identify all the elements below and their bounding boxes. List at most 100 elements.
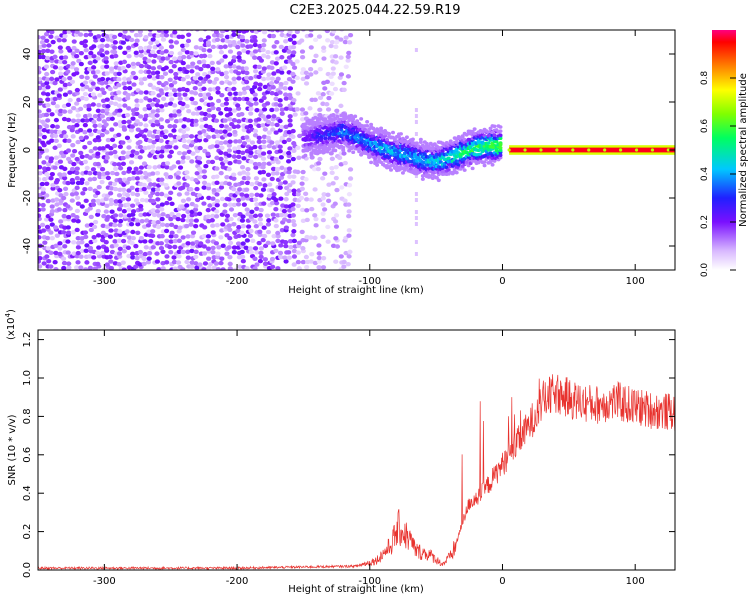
heatmap-cell: [337, 155, 343, 161]
heatmap-cell: [138, 53, 144, 58]
heatmap-cell: [49, 138, 55, 143]
heatmap-cell: [279, 70, 285, 75]
heatmap-cell: [92, 224, 98, 230]
heatmap-cell: [142, 76, 148, 82]
heatmap-cell: [199, 124, 205, 129]
heatmap-cell: [239, 180, 245, 186]
heatmap-cell: [291, 248, 297, 254]
heatmap-cell: [321, 45, 327, 50]
heatmap-cell: [87, 206, 93, 211]
heatmap-cell: [240, 43, 246, 48]
heatmap-cell: [143, 232, 149, 237]
heatmap-cell: [109, 127, 115, 132]
heatmap-cell: [169, 201, 175, 207]
heatmap-cell: [62, 175, 68, 181]
track-cell: [438, 160, 443, 164]
heatmap-cell: [316, 265, 322, 270]
heatmap-cell: [54, 77, 60, 82]
heatmap-cell: [414, 210, 418, 214]
heatmap-cell: [176, 192, 182, 197]
heatmap-cell: [231, 124, 237, 130]
heatmap-cell: [313, 112, 319, 118]
heatmap-cell: [198, 37, 204, 43]
heatmap-cell: [67, 90, 73, 95]
heatmap-cell: [185, 209, 191, 214]
heatmap-cell: [256, 149, 262, 154]
track-cell: [472, 127, 477, 131]
heatmap-cell: [182, 92, 188, 97]
heatmap-cell: [158, 241, 164, 246]
heatmap-cell: [108, 191, 114, 196]
heatmap-cell: [91, 176, 98, 182]
heatmap-cell: [252, 266, 258, 270]
bottom-y-tick-label: 0.8: [22, 408, 33, 424]
heatmap-cell: [141, 161, 148, 166]
heatmap-cell: [130, 191, 136, 197]
heatmap-cell: [138, 90, 144, 95]
heatmap-cell: [332, 54, 339, 59]
heatmap-cell: [163, 102, 169, 108]
heatmap-cell: [188, 134, 195, 139]
heatmap-cell: [222, 118, 228, 123]
heatmap-cell: [169, 211, 175, 217]
heatmap-cell: [65, 117, 72, 123]
heatmap-cell: [273, 156, 279, 162]
heatmap-cell: [152, 53, 158, 59]
heatmap-cell: [75, 139, 81, 145]
heatmap-cell: [226, 223, 232, 228]
heatmap-cell: [109, 249, 116, 255]
heatmap-cell: [240, 59, 247, 65]
heatmap-cell: [45, 48, 51, 54]
heatmap-cell: [84, 243, 90, 248]
heatmap-cell: [313, 216, 319, 222]
heatmap-cell: [137, 32, 143, 38]
heatmap-cell: [172, 266, 178, 270]
heatmap-cell: [260, 169, 267, 175]
heatmap-cell: [78, 265, 84, 270]
heatmap-cell: [184, 87, 190, 93]
heatmap-cell: [87, 60, 93, 66]
heatmap-cell: [205, 234, 212, 239]
heatmap-cell: [92, 59, 98, 64]
heatmap-cell: [49, 171, 55, 177]
heatmap-cell: [104, 155, 110, 160]
heatmap-cell: [321, 192, 327, 197]
heatmap-cell: [283, 240, 289, 245]
heatmap-cell: [160, 249, 166, 254]
heatmap-cell: [184, 259, 190, 265]
heatmap-cell: [146, 69, 152, 75]
heatmap-cell: [65, 156, 72, 162]
heatmap-cell: [202, 148, 208, 154]
heatmap-cell: [220, 222, 226, 227]
heatmap-cell: [152, 45, 158, 50]
heatmap-cell: [277, 98, 283, 103]
track-cell: [492, 133, 497, 137]
heatmap-cell: [304, 208, 310, 213]
heatmap-cell: [283, 106, 290, 111]
heatmap-cell: [236, 30, 242, 34]
heatmap-cell: [133, 166, 139, 172]
track-cell: [446, 156, 451, 161]
heatmap-cell: [180, 185, 186, 190]
heatmap-cell: [207, 87, 213, 92]
heatmap-cell: [244, 207, 250, 212]
heatmap-cell: [252, 219, 258, 224]
heatmap-cell: [197, 262, 203, 267]
heatmap-cell: [219, 123, 225, 129]
heatmap-cell: [279, 124, 285, 130]
heatmap-cell: [38, 109, 42, 114]
heatmap-cell: [320, 92, 326, 97]
heatmap-cell: [116, 97, 123, 102]
heatmap-cell: [44, 148, 50, 153]
heatmap-cell: [155, 197, 161, 202]
track-band: [509, 147, 675, 153]
heatmap-cell: [70, 124, 76, 130]
heatmap-cell: [65, 45, 71, 51]
heatmap-cell: [317, 112, 323, 118]
track-cell: [460, 134, 465, 138]
heatmap-cell: [152, 165, 158, 170]
heatmap-cell: [287, 30, 293, 35]
heatmap-cell: [158, 245, 165, 251]
heatmap-cell: [347, 32, 354, 38]
heatmap-cell: [309, 251, 315, 257]
